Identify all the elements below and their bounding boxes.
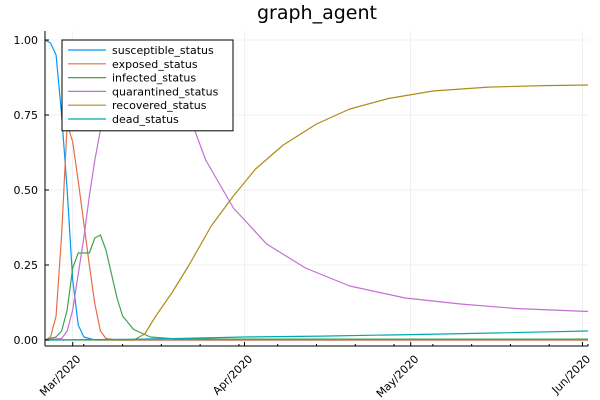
x-tick-label: Apr/2020 — [210, 353, 255, 398]
x-tick-label: May/2020 — [374, 353, 422, 400]
legend-label: quarantined_status — [112, 85, 219, 98]
y-tick-label: 0.75 — [14, 109, 39, 122]
series-line-quarantined-status — [44, 105, 589, 341]
y-tick-label: 0.50 — [14, 184, 39, 197]
legend-box — [61, 39, 234, 132]
series-line-susceptible-status — [44, 39, 588, 341]
chart-title: graph_agent — [257, 2, 377, 24]
series-line-exposed-status — [44, 123, 588, 341]
legend: susceptible_statusexposed_statusinfected… — [61, 39, 234, 132]
x-tick-label: Mar/2020 — [37, 353, 83, 399]
y-tick-label: 1.00 — [14, 34, 39, 47]
series-line-dead-status — [44, 330, 589, 341]
legend-label: exposed_status — [112, 58, 198, 71]
legend-label: susceptible_status — [112, 44, 214, 57]
series-line-infected-status — [44, 234, 588, 341]
y-tick-label: 0.00 — [14, 334, 39, 347]
series-line-recovered-status — [45, 84, 589, 341]
legend-label: infected_status — [112, 72, 196, 85]
legend-label: dead_status — [112, 113, 179, 126]
legend-label: recovered_status — [112, 99, 207, 112]
y-tick-label: 0.25 — [14, 259, 39, 272]
x-tick-label: Jun/2020 — [549, 353, 593, 397]
